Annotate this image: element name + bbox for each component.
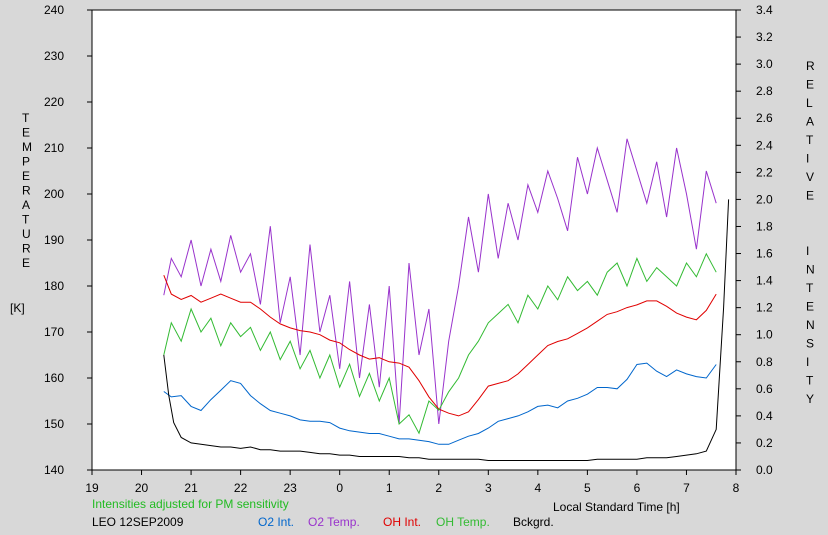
series-oh-temp-line xyxy=(163,252,717,435)
x-tick-label: 4 xyxy=(535,481,542,495)
y-right-tick-label: 2.4 xyxy=(756,138,773,152)
y-left-tick-label: 170 xyxy=(44,325,64,339)
series-o2-int-line xyxy=(163,362,717,445)
y-left-tick-label: 150 xyxy=(44,417,64,431)
x-tick-label: 7 xyxy=(683,481,690,495)
y-left-tick-label: 160 xyxy=(44,371,64,385)
x-tick-label: 19 xyxy=(85,481,99,495)
y-right-tick-label: 0.8 xyxy=(756,355,773,369)
series-layer xyxy=(163,138,730,461)
sensitivity-note: Intensities adjusted for PM sensitivity xyxy=(92,497,289,511)
left-axis-unit: [K] xyxy=(10,301,25,315)
x-tick-label: 3 xyxy=(485,481,492,495)
y-right-tick-label: 3.4 xyxy=(756,3,773,17)
station-label: LEO 12SEP2009 xyxy=(92,515,184,529)
legend-item: O2 Temp. xyxy=(308,515,360,529)
plot-area xyxy=(91,9,737,471)
series-oh-int-line xyxy=(163,275,717,417)
y-right-tick-label: 1.8 xyxy=(756,219,773,233)
legend-item: O2 Int. xyxy=(258,515,294,529)
y-right-tick-label: 2.0 xyxy=(756,192,773,206)
y-left-tick-label: 190 xyxy=(44,233,64,247)
x-tick-label: 23 xyxy=(283,481,297,495)
legend-item: Bckgrd. xyxy=(513,515,554,529)
y-right-tick-label: 1.0 xyxy=(756,328,773,342)
y-right-tick-label: 0.2 xyxy=(756,436,773,450)
x-tick-label: 20 xyxy=(135,481,149,495)
x-tick-label: 8 xyxy=(733,481,740,495)
y-right-tick-label: 1.4 xyxy=(756,274,773,288)
legend-item: OH Temp. xyxy=(436,515,490,529)
x-axis-title: Local Standard Time [h] xyxy=(553,500,680,514)
y-right-tick-label: 0.4 xyxy=(756,409,773,423)
y-left-tick-label: 140 xyxy=(44,463,64,477)
y-right-tick-label: 1.6 xyxy=(756,247,773,261)
y-left-tick-label: 180 xyxy=(44,279,64,293)
x-tick-label: 5 xyxy=(584,481,591,495)
y-left-tick-label: 240 xyxy=(44,3,64,17)
axes-layer: 19 20 21 22 23 0 1 2 3 4 5 6 7 8140150160170180190200… xyxy=(44,3,773,495)
y-left-tick-label: 200 xyxy=(44,187,64,201)
series-bckgrd-line xyxy=(163,199,730,461)
x-tick-label: 1 xyxy=(386,481,393,495)
x-tick-label: 2 xyxy=(435,481,442,495)
y-right-tick-label: 3.0 xyxy=(756,57,773,71)
x-tick-label: 0 xyxy=(336,481,343,495)
y-left-tick-label: 220 xyxy=(44,95,64,109)
y-right-tick-label: 2.6 xyxy=(756,111,773,125)
series-o2-temp-line xyxy=(163,138,717,425)
y-left-tick-label: 210 xyxy=(44,141,64,155)
legend-item: OH Int. xyxy=(383,515,421,529)
y-left-tick-label: 230 xyxy=(44,49,64,63)
y-right-tick-label: 2.8 xyxy=(756,84,773,98)
y-right-tick-label: 1.2 xyxy=(756,301,773,315)
y-right-tick-label: 2.2 xyxy=(756,165,773,179)
y-right-tick-label: 0.0 xyxy=(756,463,773,477)
y-right-tick-label: 3.2 xyxy=(756,30,773,44)
y-right-tick-label: 0.6 xyxy=(756,382,773,396)
x-tick-label: 6 xyxy=(634,481,641,495)
x-tick-label: 21 xyxy=(184,481,198,495)
x-tick-label: 22 xyxy=(234,481,248,495)
legend: O2 Int. O2 Temp. OH Int. OH Temp. Bckgrd. xyxy=(258,515,554,529)
